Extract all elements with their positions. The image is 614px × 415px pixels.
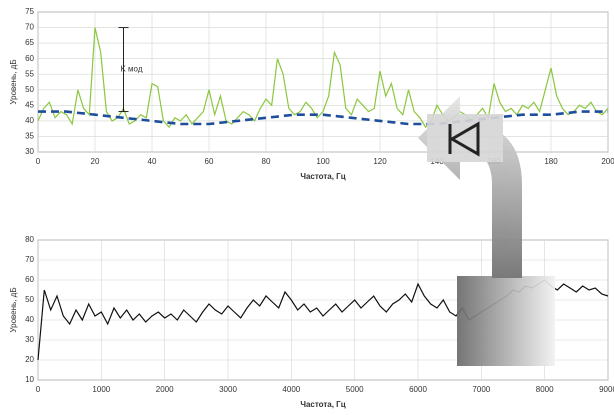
x-axis-label: Частота, Гц [300, 172, 345, 181]
y-axis-label: Уровень, дБ [9, 59, 18, 104]
arrow-base [457, 276, 555, 366]
arrow-graphic [418, 96, 555, 366]
y-axis-label: Уровень, дБ [9, 287, 18, 332]
y-tick-label: 30 [25, 335, 34, 344]
diode-box [427, 114, 503, 162]
y-tick-label: 75 [25, 7, 34, 16]
series-line [37, 27, 609, 129]
annotation: K мод [121, 65, 143, 74]
diode-triangle [448, 121, 480, 157]
y-tick-label: 30 [25, 147, 34, 156]
y-tick-label: 10 [25, 375, 34, 384]
y-tick-label: 60 [25, 275, 34, 284]
x-tick-label: 4000 [282, 385, 300, 394]
y-tick-label: 65 [25, 38, 34, 47]
y-tick-label: 55 [25, 69, 34, 78]
y-tick-label: 70 [25, 255, 34, 264]
x-tick-label: 60 [205, 157, 214, 166]
y-tick-label: 60 [25, 54, 34, 63]
x-tick-label: 3000 [219, 385, 237, 394]
x-tick-label: 7000 [472, 385, 490, 394]
y-tick-label: 35 [25, 132, 34, 141]
y-tick-label: 40 [25, 315, 34, 324]
x-tick-label: 9000 [599, 385, 614, 394]
x-tick-label: 100 [316, 157, 330, 166]
x-tick-label: 0 [36, 385, 41, 394]
series-line [38, 110, 608, 126]
x-tick-label: 5000 [346, 385, 364, 394]
y-tick-label: 40 [25, 116, 34, 125]
x-tick-label: 2000 [156, 385, 174, 394]
x-tick-label: 80 [262, 157, 271, 166]
x-tick-label: 180 [544, 157, 558, 166]
x-tick-label: 0 [36, 157, 41, 166]
x-tick-label: 6000 [409, 385, 427, 394]
y-tick-label: 50 [25, 85, 34, 94]
y-tick-label: 45 [25, 100, 34, 109]
y-tick-label: 70 [25, 23, 34, 32]
x-tick-label: 8000 [536, 385, 554, 394]
y-tick-label: 50 [25, 295, 34, 304]
x-tick-label: 40 [148, 157, 157, 166]
x-tick-label: 120 [373, 157, 387, 166]
x-tick-label: 200 [601, 157, 614, 166]
y-tick-label: 20 [25, 355, 34, 364]
x-tick-label: 1000 [92, 385, 110, 394]
x-axis-label: Частота, Гц [300, 400, 345, 409]
x-tick-label: 20 [91, 157, 100, 166]
y-tick-label: 80 [25, 235, 34, 244]
